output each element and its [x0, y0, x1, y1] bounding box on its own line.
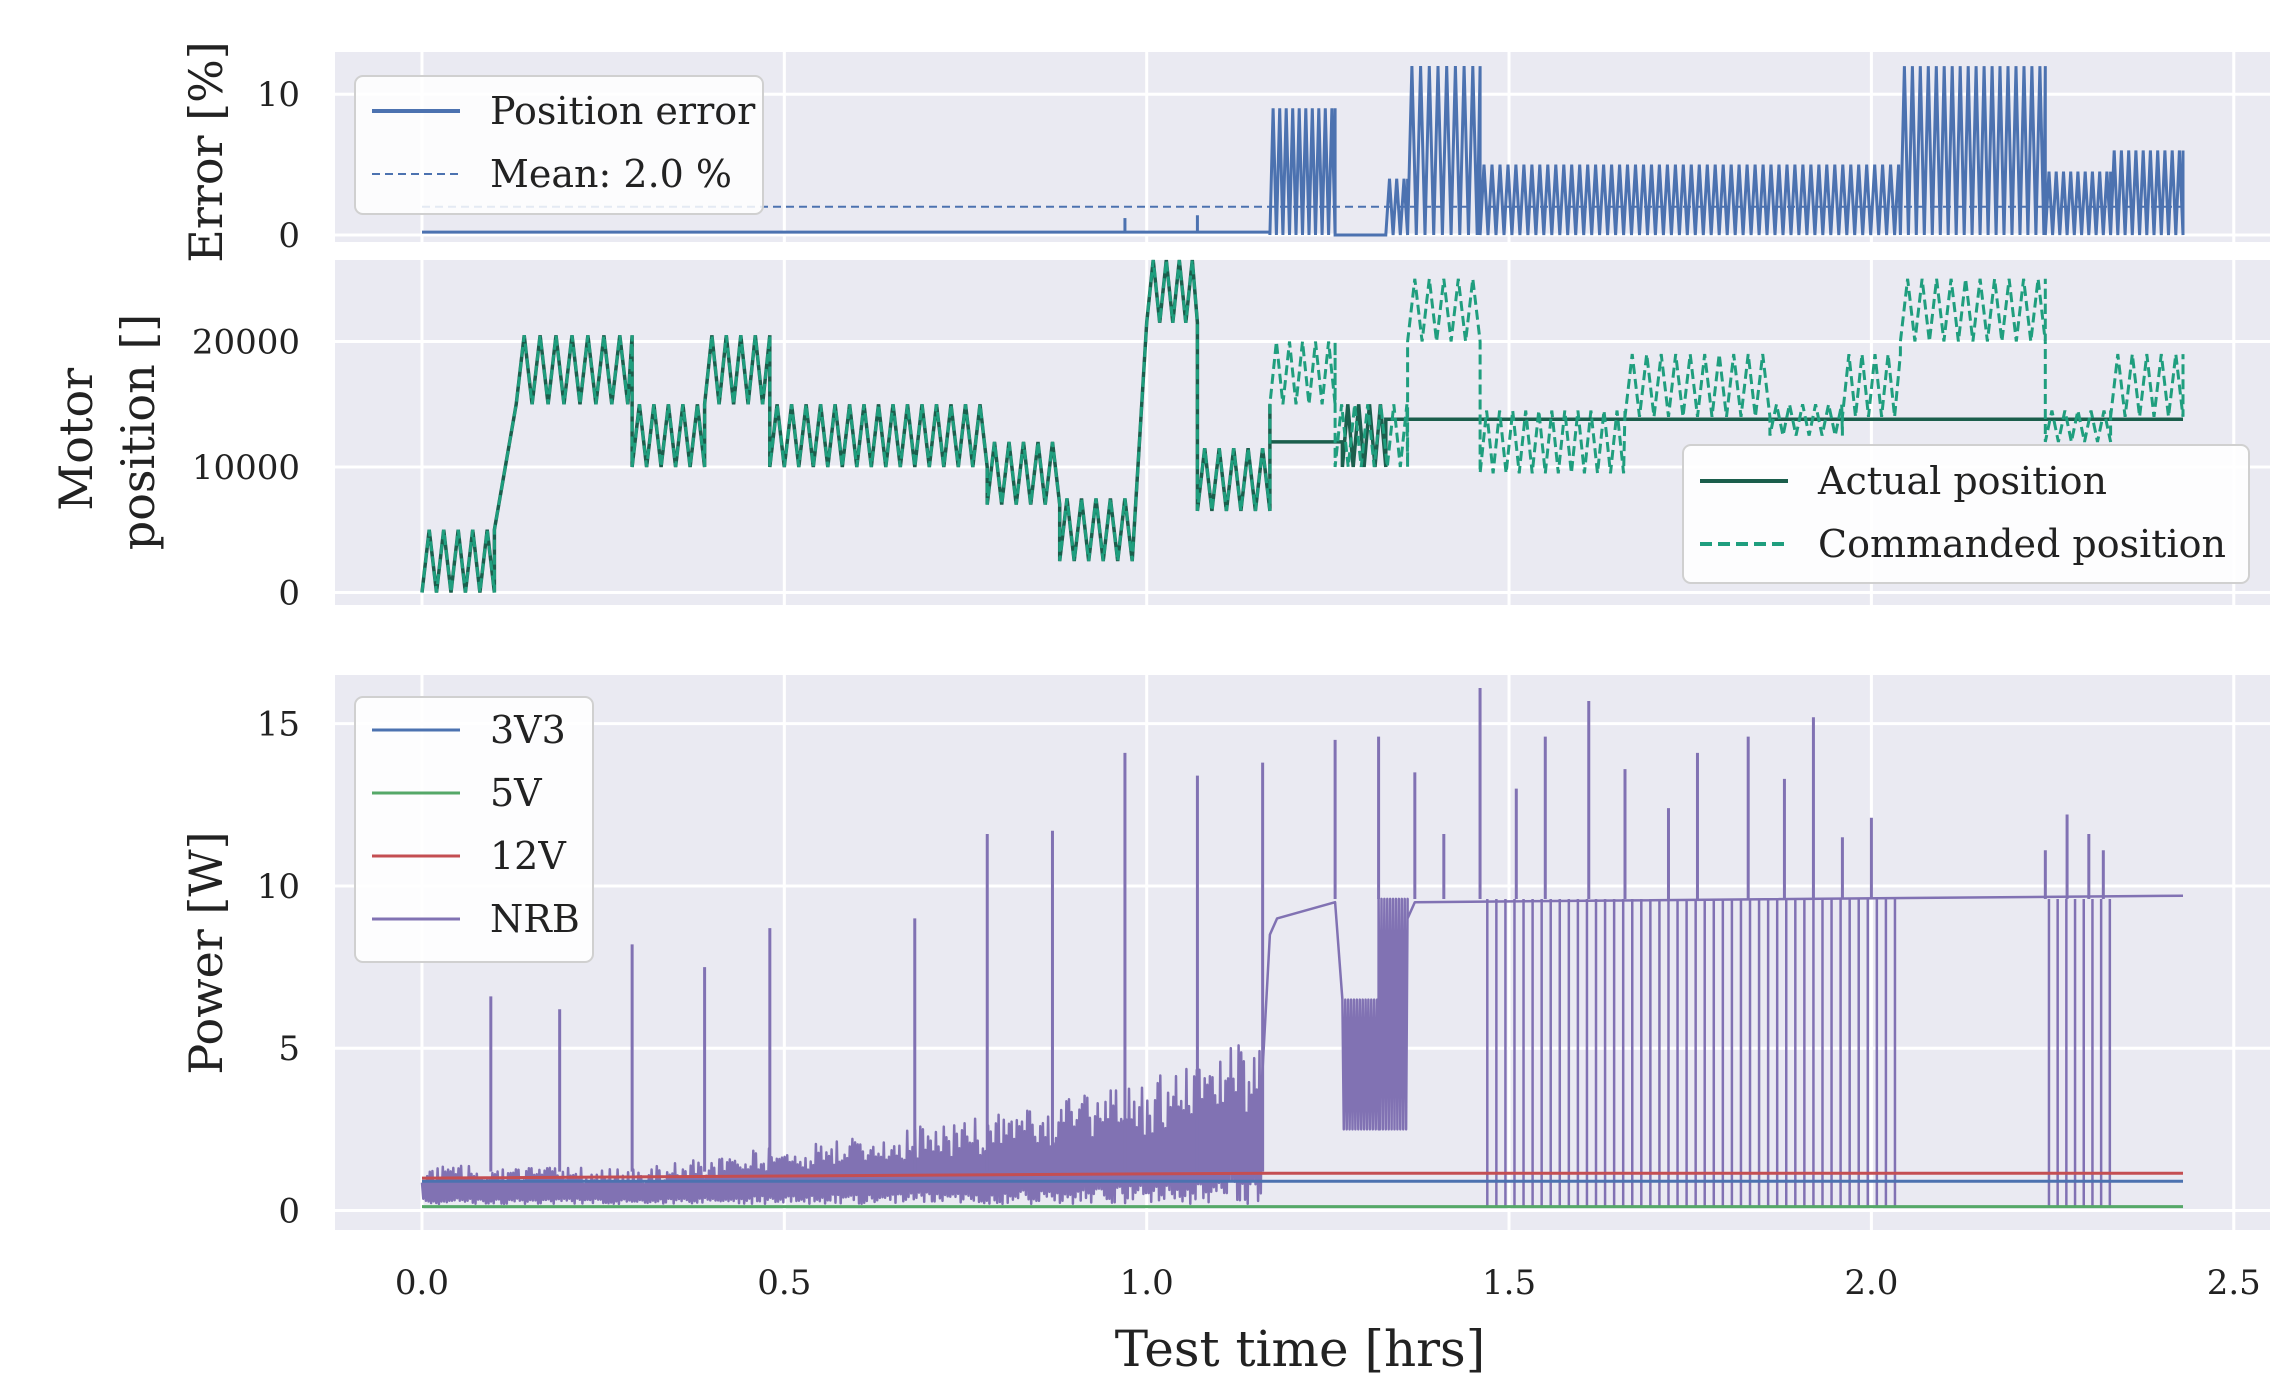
- position-y-ticks: 0 10000 20000: [192, 323, 300, 614]
- position-legend-frame: [1682, 444, 2250, 584]
- position-lines: [420, 259, 2185, 593]
- position-y-axis-label: Motor position []: [49, 314, 165, 551]
- position-legend: Actual position Commanded position: [1682, 444, 2250, 584]
- x-axis-ticks: 0.0 0.5 1.0 1.5 2.0 2.5: [395, 1263, 2261, 1303]
- x-tick-label-0: 0.0: [395, 1263, 449, 1303]
- power-lines: [420, 687, 2184, 1209]
- error-y-tick-label-1: 10: [257, 75, 300, 115]
- power-y-tick-label-0: 0: [278, 1192, 300, 1232]
- x-tick-label-3: 1.5: [1482, 1263, 1536, 1303]
- x-axis-label: Test time [hrs]: [1115, 1320, 1485, 1378]
- power-subplot: 0 5 10 15 Power [W] 3V3 5V 12V NRB: [179, 675, 2270, 1232]
- commanded-position-line: [420, 259, 2185, 593]
- error-y-tick-label-0: 0: [278, 216, 300, 256]
- position-y-axis-label-line-1: Motor: [49, 368, 103, 511]
- position-grid: [335, 260, 2270, 605]
- power-y-tick-label-2: 10: [257, 867, 300, 907]
- power-grid: [335, 675, 2270, 1230]
- power-y-tick-label-1: 5: [278, 1029, 300, 1069]
- power-legend: 3V3 5V 12V NRB: [354, 696, 594, 963]
- power-y-ticks: 0 5 10 15: [257, 705, 300, 1232]
- error-subplot: 0 10 Error [%] Position error Mean: 2.0 %: [179, 41, 2270, 263]
- x-tick-label-5: 2.5: [2207, 1263, 2261, 1303]
- legend-label-3v3: 3V3: [490, 708, 566, 752]
- legend-label-5v: 5V: [490, 771, 542, 815]
- x-tick-label-1: 0.5: [757, 1263, 811, 1303]
- position-subplot: 0 10000 20000 Motor position [] Actual pos…: [49, 259, 2270, 614]
- legend-label-nrb: NRB: [490, 897, 580, 941]
- 12v-line: [421, 1171, 2183, 1180]
- position-error-line: [422, 66, 2185, 237]
- x-tick-label-4: 2.0: [1844, 1263, 1898, 1303]
- error-legend: Position error Mean: 2.0 %: [354, 75, 764, 215]
- legend-label-position-error: Position error: [490, 89, 756, 133]
- legend-label-mean: Mean: 2.0 %: [490, 152, 732, 196]
- position-y-tick-label-2: 20000: [192, 323, 300, 363]
- legend-label-12v: 12V: [490, 834, 566, 878]
- error-y-axis-label: Error [%]: [179, 41, 233, 262]
- position-y-tick-label-0: 0: [278, 573, 300, 613]
- legend-label-commanded-position: Commanded position: [1818, 522, 2226, 566]
- position-y-axis-label-line-2: position []: [111, 314, 165, 551]
- legend-label-actual-position: Actual position: [1817, 459, 2107, 503]
- power-y-tick-label-3: 15: [257, 705, 300, 745]
- error-y-ticks: 0 10: [257, 75, 300, 256]
- x-tick-label-2: 1.0: [1120, 1263, 1174, 1303]
- power-plot-background: [335, 675, 2270, 1230]
- power-legend-frame: [354, 696, 594, 963]
- power-y-axis-label: Power [W]: [179, 831, 233, 1074]
- position-y-tick-label-1: 10000: [192, 448, 300, 488]
